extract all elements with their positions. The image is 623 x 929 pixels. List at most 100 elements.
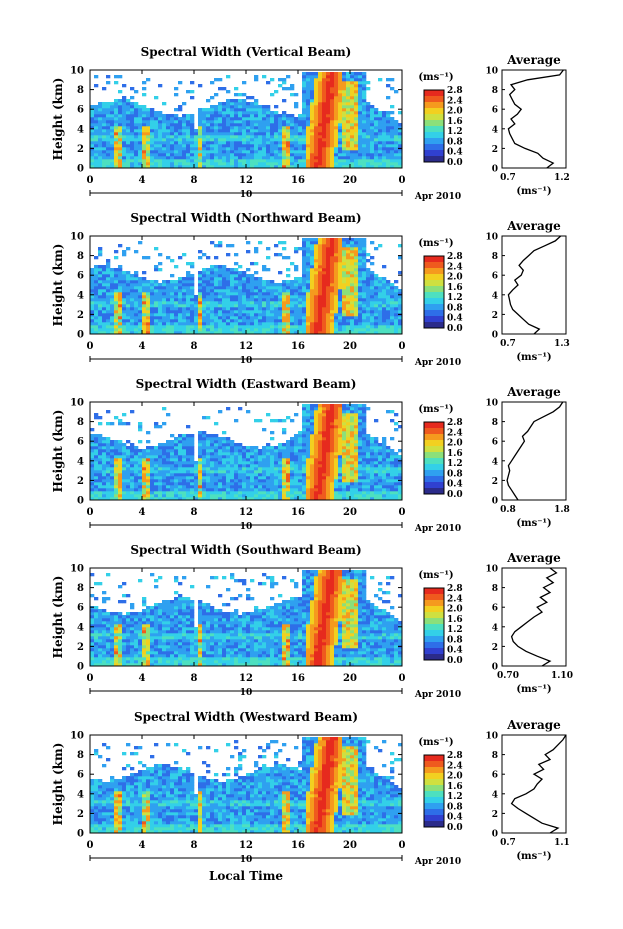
heatmap-cell (266, 452, 271, 456)
heatmap-cell (390, 162, 395, 166)
heatmap-cell (306, 310, 311, 314)
heatmap-cell (358, 84, 363, 88)
heatmap-cell (158, 84, 163, 88)
heatmap-cell (98, 102, 103, 106)
heatmap-cell (210, 440, 215, 444)
heatmap-cell (326, 253, 331, 257)
heatmap-cell (286, 325, 291, 329)
heatmap-cell (118, 147, 123, 151)
heatmap-cell (326, 165, 331, 169)
heatmap-cell (302, 162, 307, 166)
heatmap-cell (174, 120, 179, 124)
heatmap-cell (390, 310, 395, 314)
heatmap-cell (346, 165, 351, 169)
heatmap-cell (94, 120, 99, 124)
heatmap-cell (90, 482, 95, 486)
heatmap-cell (298, 467, 303, 471)
heatmap-cell (130, 491, 135, 495)
heatmap-cell (218, 319, 223, 323)
heatmap-cell (214, 117, 219, 121)
heatmap-cell (242, 159, 247, 163)
heatmap-cell (110, 488, 115, 492)
heatmap-cell (90, 144, 95, 148)
heatmap-cell (122, 422, 127, 426)
heatmap-cell (154, 304, 159, 308)
heatmap-cell (134, 123, 139, 127)
heatmap-cell (322, 84, 327, 88)
heatmap-cell (306, 126, 311, 130)
heatmap-cell (374, 277, 379, 281)
heatmap-cell (174, 485, 179, 489)
heatmap-cell (338, 75, 343, 79)
heatmap-cell (354, 286, 359, 290)
heatmap-cell (358, 271, 363, 275)
heatmap-cell (118, 105, 123, 109)
heatmap-cell (170, 434, 175, 438)
heatmap-cell (230, 491, 235, 495)
heatmap-cell (306, 325, 311, 329)
heatmap-cell (102, 295, 107, 299)
colorbar-unit: (ms⁻¹) (418, 72, 453, 83)
heatmap-cell (126, 461, 131, 465)
heatmap-cell (314, 84, 319, 88)
heatmap-cell (90, 470, 95, 474)
heatmap-cell (374, 292, 379, 296)
heatmap-cell (178, 491, 183, 495)
heatmap-cell (190, 147, 195, 151)
heatmap-cell (130, 120, 135, 124)
heatmap-cell (162, 325, 167, 329)
heatmap-cell (294, 129, 299, 133)
heatmap-cell (334, 111, 339, 115)
heatmap-cell (326, 162, 331, 166)
heatmap-cell (274, 482, 279, 486)
heatmap-cell (102, 322, 107, 326)
heatmap-cell (326, 289, 331, 293)
heatmap-cell (266, 446, 271, 450)
heatmap-cell (138, 123, 143, 127)
heatmap-cell (358, 156, 363, 160)
heatmap-cell (294, 440, 299, 444)
heatmap-cell (214, 274, 219, 278)
heatmap-cell (226, 277, 231, 281)
heatmap-cell (94, 476, 99, 480)
heatmap-cell (318, 153, 323, 157)
heatmap-cell (338, 72, 343, 76)
heatmap-cell (274, 304, 279, 308)
heatmap-cell (202, 316, 207, 320)
heatmap-cell (366, 87, 371, 91)
heatmap-cell (198, 114, 203, 118)
heatmap-cell (130, 485, 135, 489)
heatmap-cell (270, 449, 275, 453)
heatmap-cell (262, 428, 267, 432)
heatmap-cell (278, 123, 283, 127)
heatmap-cell (278, 141, 283, 145)
heatmap-cell (130, 102, 135, 106)
heatmap-cell (162, 135, 167, 139)
heatmap-cell (226, 452, 231, 456)
heatmap-cell (198, 437, 203, 441)
heatmap-cell (118, 458, 123, 462)
heatmap-cell (330, 328, 335, 332)
heatmap-cell (242, 99, 247, 103)
heatmap-cell (254, 78, 259, 82)
heatmap-cell (358, 283, 363, 287)
heatmap-cell (270, 467, 275, 471)
heatmap-cell (290, 455, 295, 459)
heatmap-cell (210, 461, 215, 465)
heatmap-cell (178, 120, 183, 124)
heatmap-cell (274, 153, 279, 157)
heatmap-cell (190, 292, 195, 296)
heatmap-cell (398, 289, 403, 293)
heatmap-cell (250, 153, 255, 157)
heatmap-cell (214, 292, 219, 296)
heatmap-cell (370, 325, 375, 329)
heatmap-cell (102, 452, 107, 456)
heatmap-cell (342, 244, 347, 248)
heatmap-cell (274, 144, 279, 148)
heatmap-cell (274, 117, 279, 121)
heatmap-cell (354, 75, 359, 79)
heatmap-cell (174, 461, 179, 465)
heatmap-cell (194, 135, 199, 139)
heatmap-cell (174, 458, 179, 462)
heatmap-cell (226, 165, 231, 169)
